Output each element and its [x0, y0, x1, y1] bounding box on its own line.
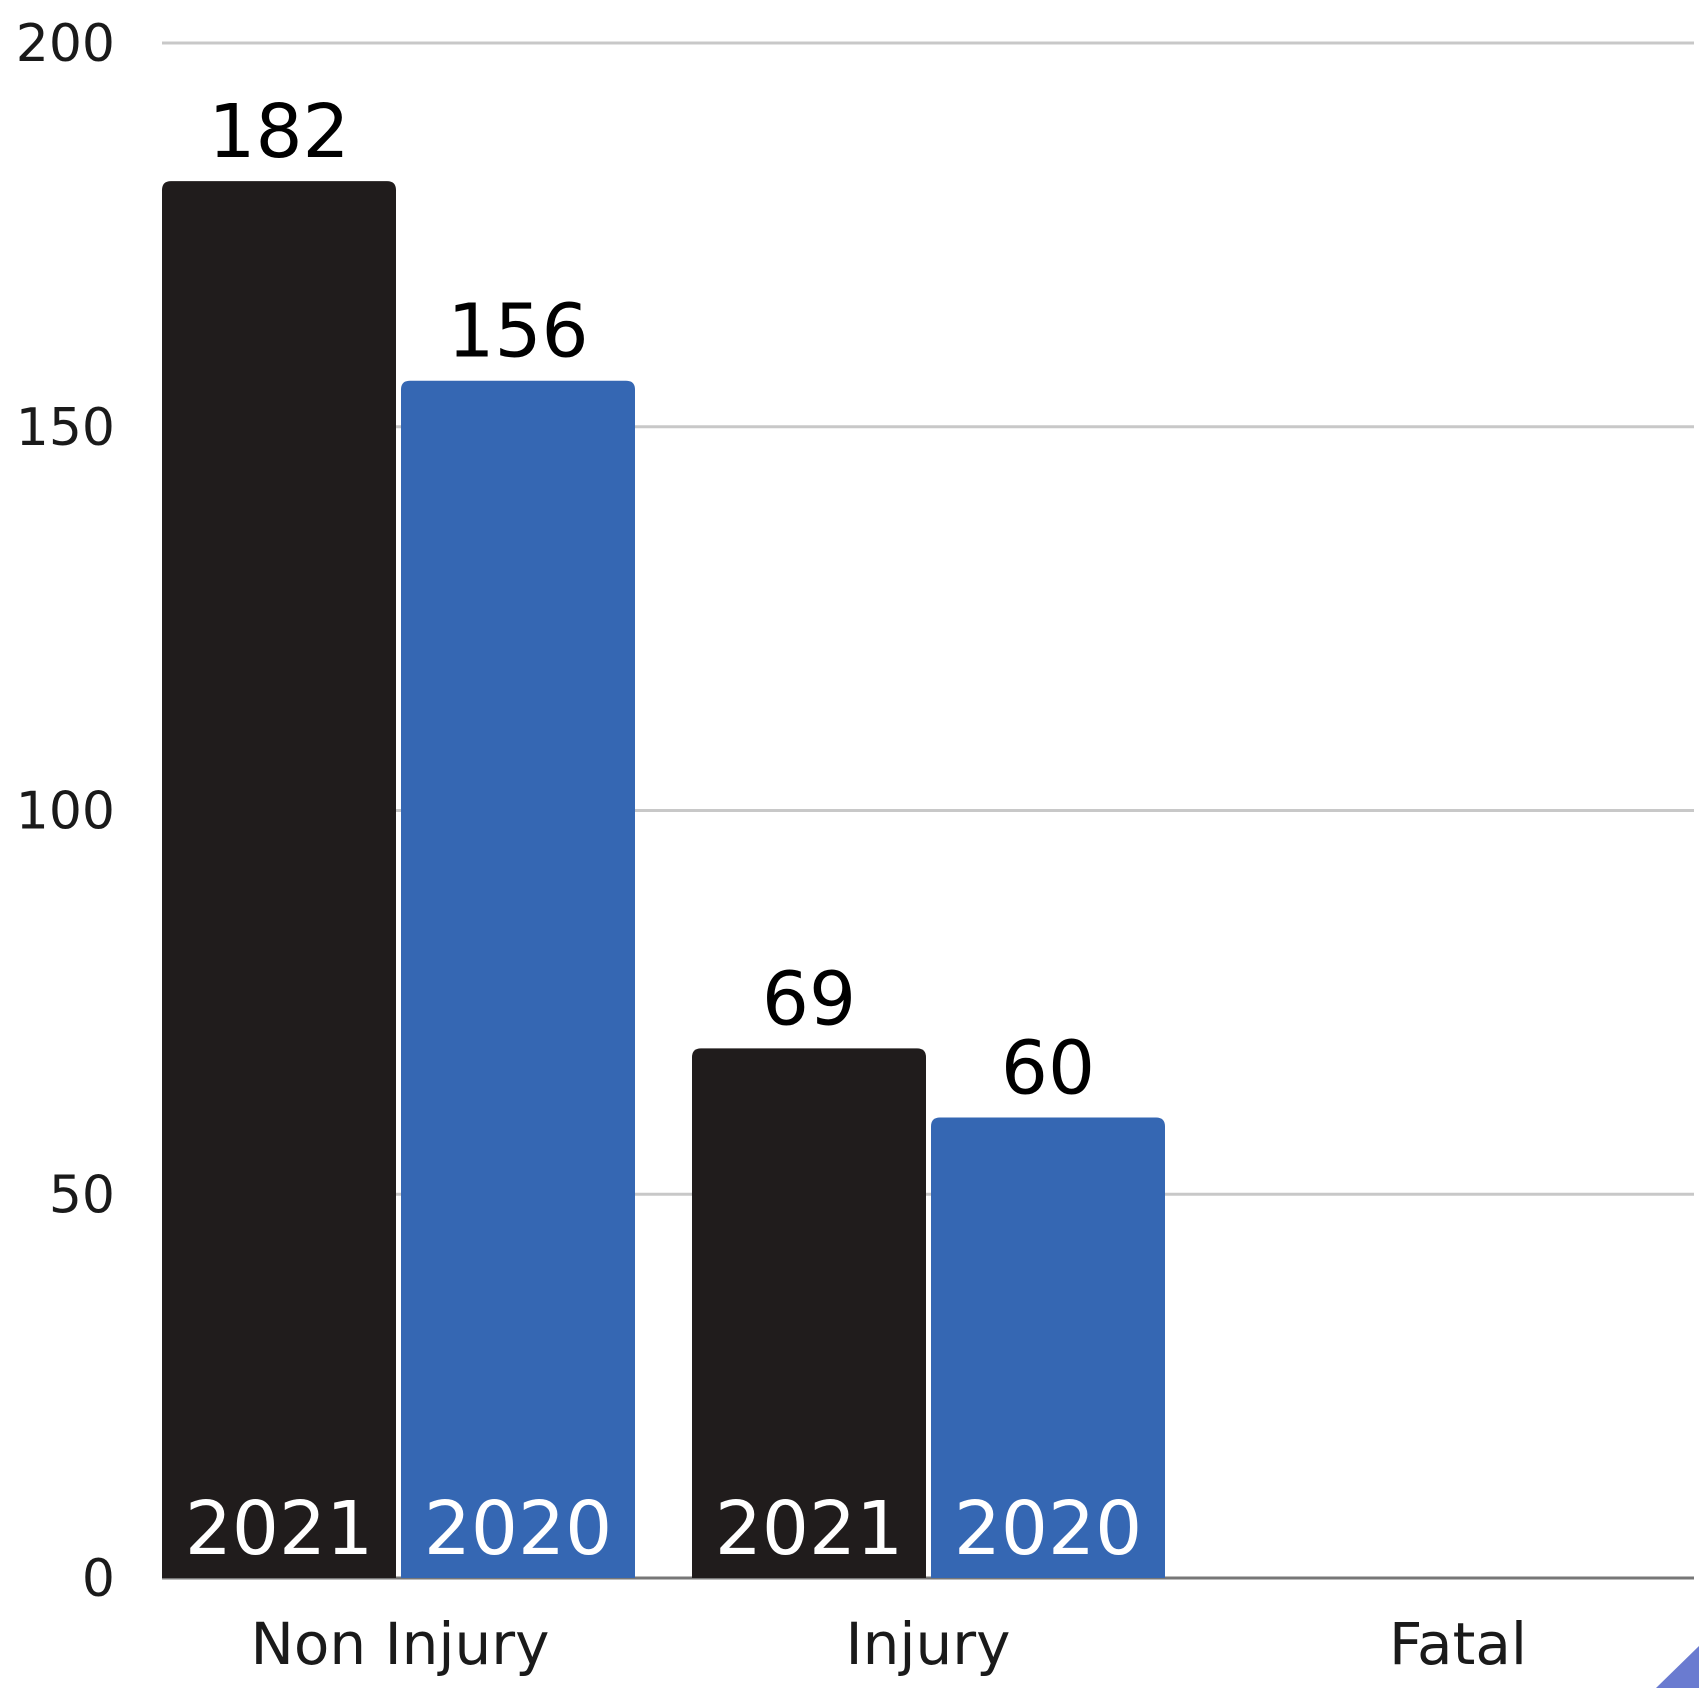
x-category-label: Fatal [1389, 1610, 1527, 1678]
series-label-in-bar: 2021 [715, 1486, 903, 1572]
series-label-in-bar: 2020 [424, 1486, 612, 1572]
y-tick-label: 200 [16, 14, 115, 74]
bar-2021-non-injury [162, 181, 396, 1578]
corner-accent-shape [1656, 1646, 1699, 1688]
value-label: 182 [208, 89, 349, 175]
x-category-label: Injury [846, 1610, 1011, 1678]
bars [162, 181, 1165, 1579]
x-axis-categories: Non Injury Injury Fatal [251, 1610, 1527, 1678]
series-label-in-bar: 2020 [954, 1486, 1142, 1572]
x-category-label: Non Injury [251, 1610, 550, 1678]
y-tick-label: 150 [16, 398, 115, 458]
data-labels: 182 2021 156 2020 69 2021 60 2020 [185, 89, 1142, 1572]
y-tick-label: 0 [82, 1549, 115, 1609]
series-label-in-bar: 2021 [185, 1486, 373, 1572]
bar-2020-injury [931, 1117, 1165, 1578]
y-tick-label: 50 [49, 1165, 115, 1225]
value-label: 60 [1001, 1026, 1095, 1112]
y-tick-label: 100 [16, 782, 115, 842]
value-label: 69 [762, 956, 856, 1042]
value-label: 156 [447, 289, 588, 375]
bar-2021-injury [692, 1048, 926, 1578]
corner-accent [1656, 1646, 1699, 1688]
bar-2020-non-injury [401, 380, 635, 1579]
y-axis-ticks: 0 50 100 150 200 [16, 14, 115, 1609]
